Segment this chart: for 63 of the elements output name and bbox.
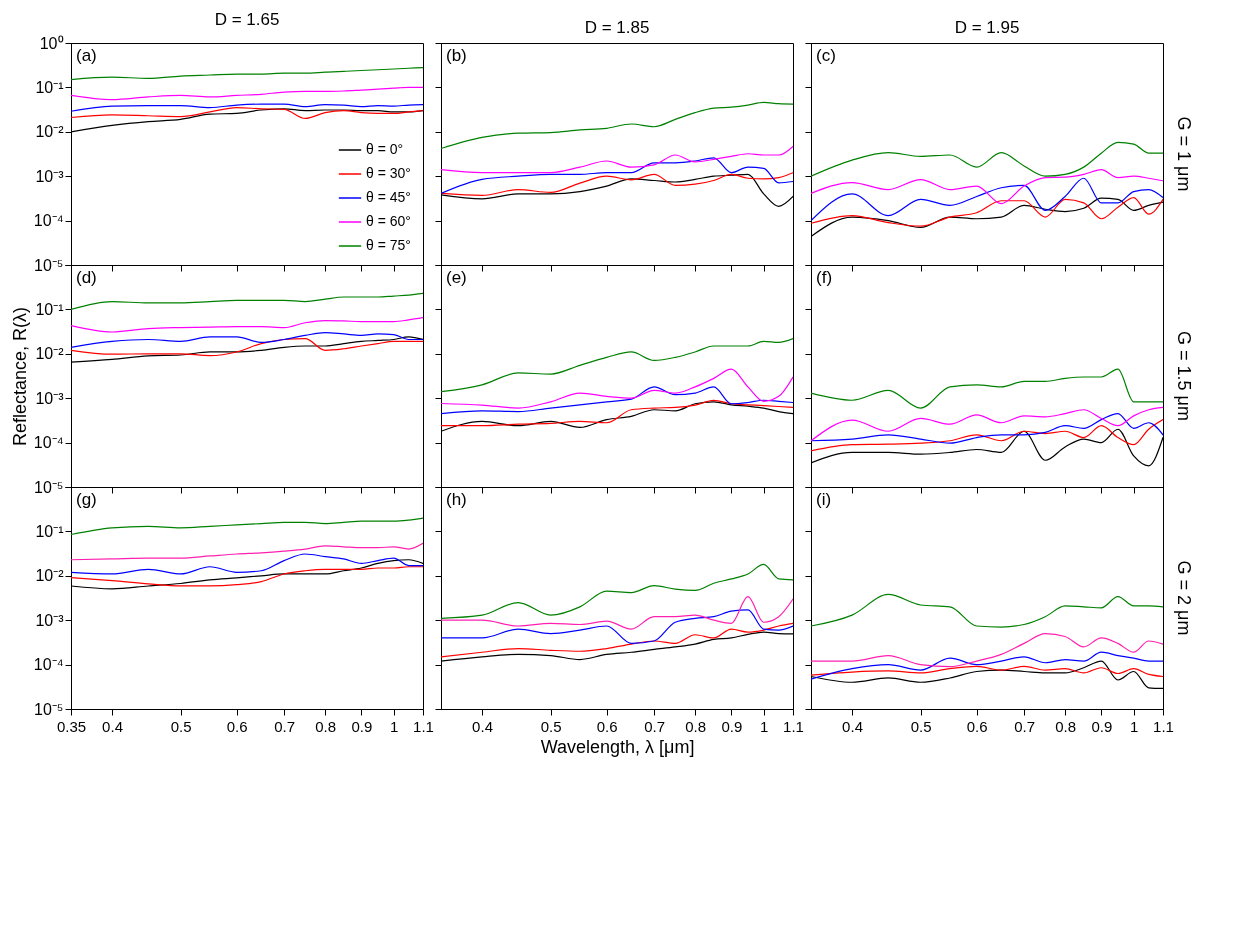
text: G = 1 μm xyxy=(1174,116,1194,192)
y-tick-label: 10⁻² xyxy=(35,567,65,585)
chart-title: D = 1.85 xyxy=(584,17,650,37)
annotation: (e) xyxy=(446,268,467,287)
x-tick-label: 1 xyxy=(760,717,769,735)
annotation: (b) xyxy=(446,46,467,65)
y-tick-label: 10⁻⁵ xyxy=(34,700,64,718)
y-tick-label: 10⁻⁴ xyxy=(33,212,64,230)
x-tick-label: 0.6 xyxy=(596,717,618,735)
annotation: (d) xyxy=(76,268,97,287)
legend-label: θ = 60° xyxy=(366,213,411,229)
x-axis-title: Wavelength, λ [μm] xyxy=(540,736,695,757)
x-tick-label: 0.35 xyxy=(56,717,87,735)
y-tick-label: 10⁻³ xyxy=(35,167,65,185)
y-tick-label: 10⁻¹ xyxy=(35,300,64,318)
text: G = 2 μm xyxy=(1174,560,1194,636)
y-tick-label: 10⁻¹ xyxy=(35,522,64,540)
x-tick-label: 0.4 xyxy=(102,717,123,735)
x-tick-label: 1 xyxy=(390,717,399,735)
x-tick-label: 1.1 xyxy=(413,717,434,735)
x-tick-label: 0.5 xyxy=(170,717,192,735)
chart-title: D = 1.65 xyxy=(214,10,280,29)
y-axis-title: Reflectance, R(λ) xyxy=(9,306,30,447)
x-tick-label: 0.4 xyxy=(472,717,493,735)
x-tick-label: 0.5 xyxy=(540,717,562,735)
x-tick-label: 1.1 xyxy=(783,717,804,735)
x-tick-label: 0.7 xyxy=(274,717,295,735)
x-tick-label: 0.8 xyxy=(685,717,707,735)
x-tick-label: 0.6 xyxy=(226,717,248,735)
legend-label: θ = 75° xyxy=(366,237,411,253)
y-tick-label: 10⁻⁴ xyxy=(33,434,64,452)
y-tick-label: 10⁰ xyxy=(39,34,64,52)
x-tick-label: 0.7 xyxy=(644,717,665,735)
x-tick-label: 0.9 xyxy=(721,717,743,735)
y-tick-label: 10⁻¹ xyxy=(35,78,64,96)
y-tick-label: 10⁻⁵ xyxy=(34,256,64,274)
x-tick-label: 0.8 xyxy=(1055,717,1077,735)
annotation: (h) xyxy=(446,490,467,509)
legend-label: θ = 0° xyxy=(366,141,404,157)
x-tick-label: 0.6 xyxy=(966,717,988,735)
x-tick-label: 0.5 xyxy=(910,717,932,735)
annotation: (f) xyxy=(816,268,833,287)
legend-label: θ = 45° xyxy=(366,189,411,205)
y-tick-label: 10⁻⁴ xyxy=(33,656,64,674)
y-tick-label: 10⁻⁵ xyxy=(34,478,64,496)
annotation: (a) xyxy=(76,46,97,65)
annotation: (c) xyxy=(816,46,836,65)
y-tick-label: 10⁻³ xyxy=(35,389,65,407)
y-tick-label: 10⁻² xyxy=(35,123,65,141)
x-tick-label: 0.9 xyxy=(351,717,373,735)
y-tick-label: 10⁻² xyxy=(35,345,65,363)
legend-label: θ = 30° xyxy=(366,165,411,181)
x-tick-label: 0.8 xyxy=(315,717,337,735)
x-tick-label: 1 xyxy=(1130,717,1139,735)
chart-title: D = 1.95 xyxy=(954,17,1020,37)
x-tick-label: 0.9 xyxy=(1091,717,1113,735)
annotation: (g) xyxy=(76,490,97,509)
text: G = 1.5 μm xyxy=(1174,331,1194,421)
x-tick-label: 0.7 xyxy=(1014,717,1035,735)
x-tick-label: 1.1 xyxy=(1153,717,1174,735)
y-tick-label: 10⁻³ xyxy=(35,611,65,629)
x-tick-label: 0.4 xyxy=(842,717,863,735)
annotation: (i) xyxy=(816,490,832,509)
